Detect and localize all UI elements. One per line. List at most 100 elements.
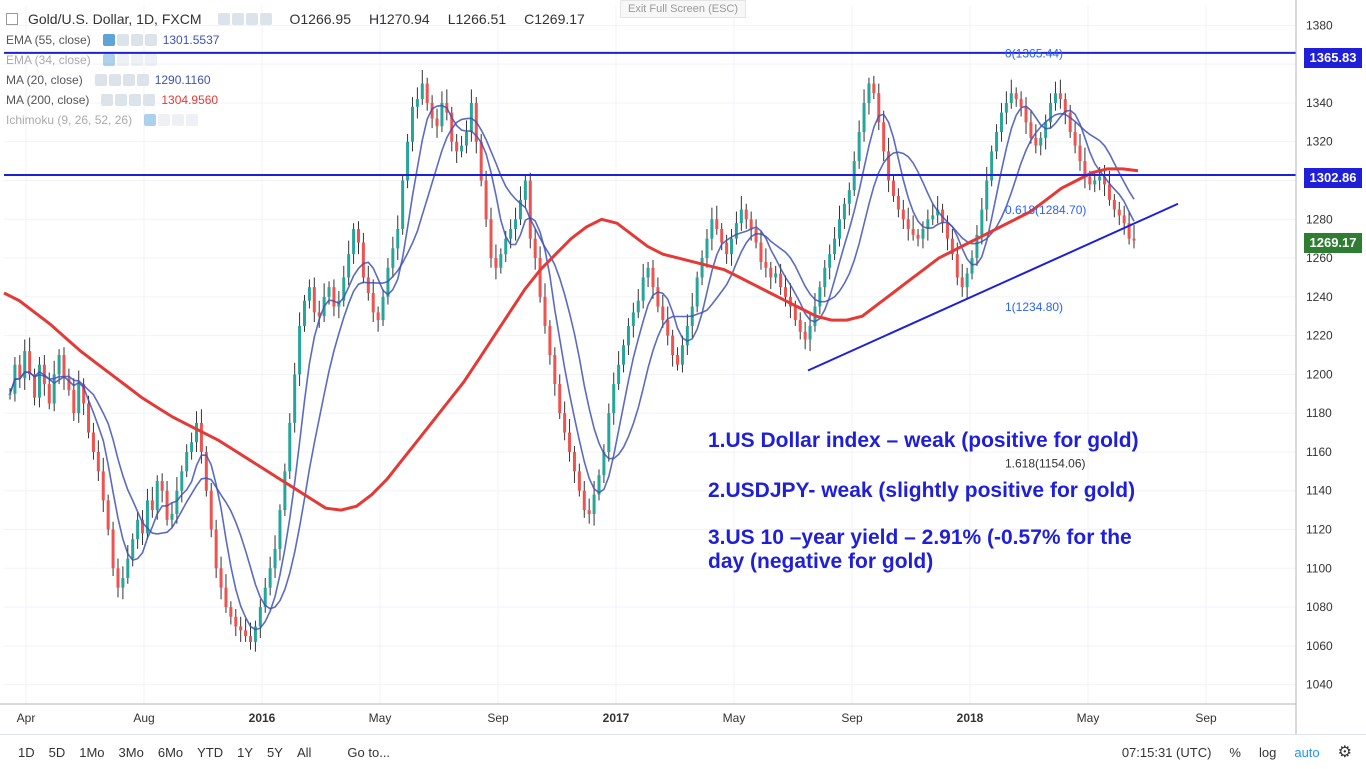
candle-body xyxy=(1053,93,1057,103)
candle-body xyxy=(906,219,910,229)
y-tick-label: 1200 xyxy=(1306,367,1333,381)
timeframe-6mo[interactable]: 6Mo xyxy=(157,744,184,760)
timeframe-1mo[interactable]: 1Mo xyxy=(79,744,105,760)
timeframe-all[interactable]: All xyxy=(296,744,312,760)
timeframe-1y[interactable]: 1Y xyxy=(237,744,254,760)
price-axis: 1040 1060 1080 1100 1120 1140 1160 1180 1200 1220… xyxy=(1295,0,1366,734)
candle-body xyxy=(705,238,709,259)
candle-body xyxy=(1103,176,1107,185)
y-tick-label: 1320 xyxy=(1306,135,1333,149)
candle-body xyxy=(342,277,346,301)
candle-body xyxy=(1078,145,1082,162)
candle-body xyxy=(631,312,635,326)
ma200-line xyxy=(3,167,1139,512)
clock: 07:15:31 (UTC) xyxy=(1121,744,1212,760)
candle-body xyxy=(204,451,208,491)
candle-body xyxy=(568,432,572,452)
auto-toggle[interactable]: auto xyxy=(1294,744,1320,760)
candle-body xyxy=(666,320,670,336)
symbol-controls[interactable] xyxy=(217,13,272,25)
candle-body xyxy=(302,300,306,326)
candle-body xyxy=(489,219,493,259)
moving-averages xyxy=(3,104,1139,631)
y-tick-label: 1220 xyxy=(1306,329,1333,343)
candle-body xyxy=(136,519,140,540)
fib-level-label: 0.618(1284.70) xyxy=(1005,203,1086,217)
candle-body xyxy=(278,510,282,549)
indicator-ma20[interactable]: MA (20, close) 1290.1160 xyxy=(6,73,211,87)
timeframe-5y[interactable]: 5Y xyxy=(267,744,283,760)
candle-body xyxy=(185,451,189,472)
timeframe-3mo[interactable]: 3Mo xyxy=(118,744,144,760)
gear-icon[interactable]: ⚙ xyxy=(1337,744,1352,761)
candle-body xyxy=(597,475,601,495)
collapse-legend-icon[interactable] xyxy=(6,13,18,25)
candle-body xyxy=(945,223,949,239)
candle-body xyxy=(258,607,262,627)
candle-body xyxy=(725,242,729,255)
timeframe-ytd[interactable]: YTD xyxy=(197,744,224,760)
candle-body xyxy=(141,519,145,534)
candle-body xyxy=(450,112,454,142)
candle-body xyxy=(504,238,508,255)
candle-body xyxy=(415,99,419,107)
candle-body xyxy=(700,258,704,278)
candle-body xyxy=(636,300,640,313)
ohlc-high: H1270.94 xyxy=(369,11,430,27)
candle-body xyxy=(376,312,380,321)
candle-body xyxy=(896,196,900,210)
exit-fullscreen-button[interactable]: Exit Full Screen (ESC) xyxy=(620,0,746,18)
price-series xyxy=(8,69,1136,652)
indicator-ema34[interactable]: EMA (34, close) xyxy=(6,50,585,70)
symbol-header: Gold/U.S. Dollar, 1D, FXCM O1266.95 H127… xyxy=(6,8,585,30)
candle-body xyxy=(661,306,665,321)
bottom-toolbar: 1D 5D 1Mo 3Mo 6Mo YTD 1Y 5Y All Go to... 07:15:3… xyxy=(0,734,1366,769)
candle-body xyxy=(145,500,149,534)
x-tick-label: Sep xyxy=(841,711,863,725)
candle-body xyxy=(985,180,989,210)
candle-body xyxy=(592,494,596,514)
candle-body xyxy=(617,364,621,385)
x-tick-label: Aug xyxy=(133,711,154,725)
candle-body xyxy=(160,481,164,491)
candle-body xyxy=(1112,199,1116,210)
chart-legend: Gold/U.S. Dollar, 1D, FXCM O1266.95 H127… xyxy=(6,11,585,130)
candle-body xyxy=(347,254,351,278)
candle-body xyxy=(798,320,802,332)
log-toggle[interactable]: log xyxy=(1258,744,1277,760)
candle-body xyxy=(769,267,773,278)
ma20-line xyxy=(9,104,1135,631)
candle-body xyxy=(1024,106,1028,123)
candle-body xyxy=(563,413,567,433)
indicator-controls[interactable] xyxy=(101,94,156,106)
indicator-controls[interactable] xyxy=(102,34,157,46)
candle-body xyxy=(891,180,895,197)
candle-body xyxy=(582,490,586,511)
y-tick-label: 1100 xyxy=(1306,561,1332,575)
symbol-title[interactable]: Gold/U.S. Dollar, 1D, FXCM xyxy=(28,11,202,27)
timeframe-5d[interactable]: 5D xyxy=(48,744,66,760)
candle-body xyxy=(298,325,302,375)
candle-body xyxy=(37,364,41,398)
timeframe-1d[interactable]: 1D xyxy=(18,744,35,760)
candle-body xyxy=(332,287,336,307)
indicator-controls[interactable] xyxy=(94,74,149,86)
x-tick-label: May xyxy=(1077,711,1100,725)
candle-body xyxy=(931,215,935,220)
indicator-ma200[interactable]: MA (200, close) 1304.9560 xyxy=(6,93,219,107)
candle-body xyxy=(499,254,503,268)
y-tick-label: 1140 xyxy=(1306,484,1332,498)
indicator-controls[interactable] xyxy=(144,114,199,126)
candle-body xyxy=(288,422,292,472)
candle-body xyxy=(999,112,1003,133)
candle-body xyxy=(995,132,999,152)
indicator-ichimoku[interactable]: Ichimoku (9, 26, 52, 26) xyxy=(6,110,585,130)
candle-body xyxy=(882,122,886,152)
goto-button[interactable]: Go to... xyxy=(347,744,391,760)
indicator-controls[interactable] xyxy=(102,54,157,66)
indicator-ema55[interactable]: EMA (55, close) 1301.5537 xyxy=(6,33,220,47)
candle-body xyxy=(543,296,547,326)
percent-toggle[interactable]: % xyxy=(1229,744,1241,760)
price-tag-support: 1302.86 xyxy=(1304,168,1362,188)
